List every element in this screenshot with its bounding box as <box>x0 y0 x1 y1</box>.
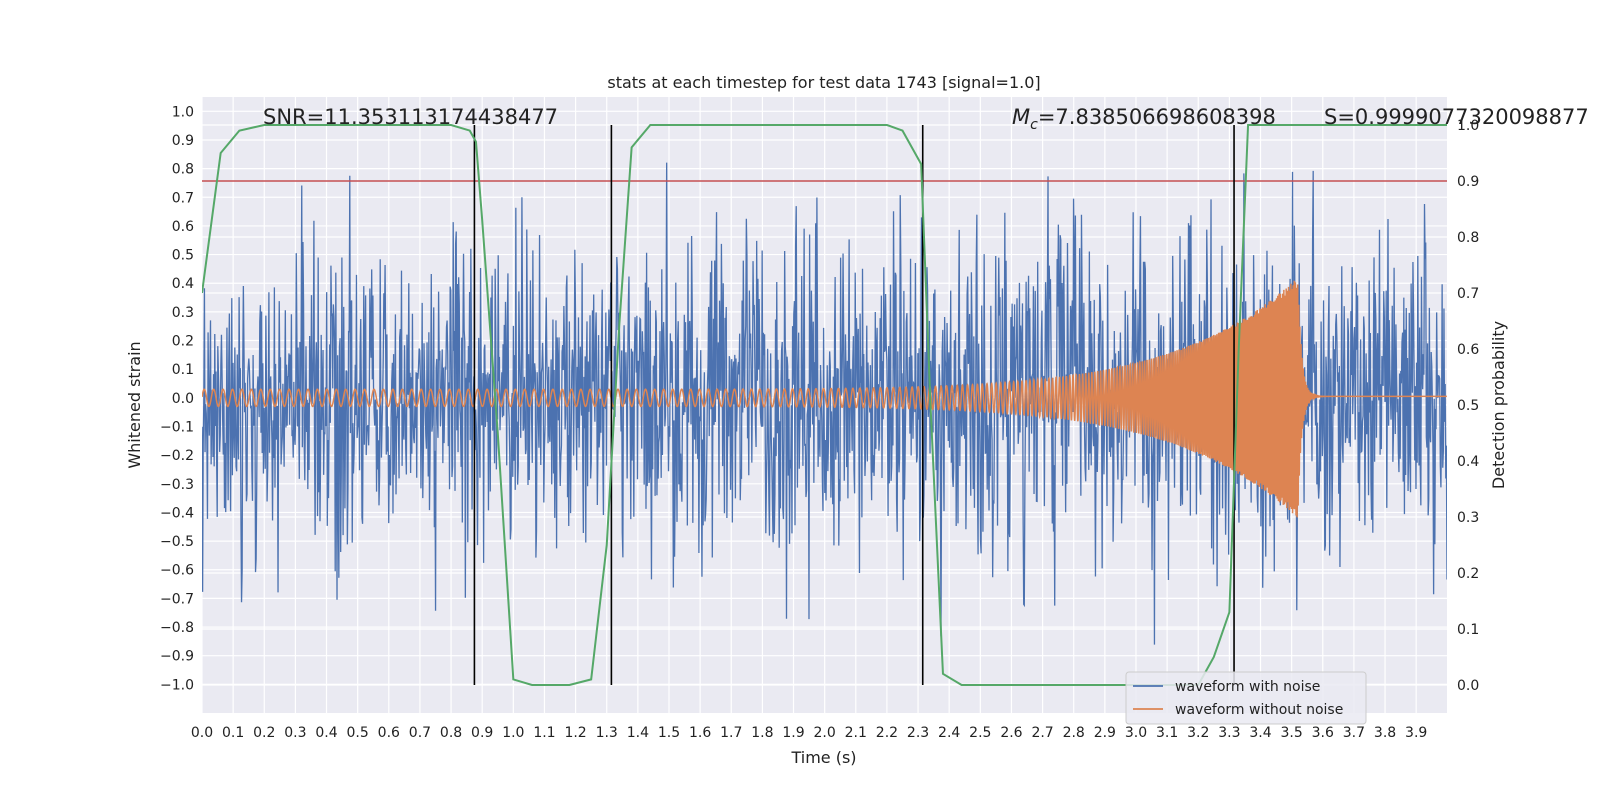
x-axis-label: Time (s) <box>790 748 856 767</box>
y-tick-label: −0.8 <box>160 620 194 636</box>
x-tick-label: 3.6 <box>1312 725 1334 741</box>
x-tick-label: 1.7 <box>720 725 742 741</box>
x-tick-label: 3.1 <box>1156 725 1178 741</box>
x-tick-label: 1.5 <box>658 725 680 741</box>
chirp-mass-annotation: Mc=7.838506698608398 <box>1012 105 1276 133</box>
y-tick-label: −1.0 <box>160 677 194 693</box>
chirp-mass-value: =7.838506698608398 <box>1038 105 1276 129</box>
x-tick-label: 0.3 <box>284 725 306 741</box>
x-tick-label: 1.8 <box>751 725 773 741</box>
x-tick-label: 1.0 <box>502 725 524 741</box>
x-tick-label: 0.0 <box>191 725 213 741</box>
y2-tick-label: 0.0 <box>1457 678 1479 694</box>
x-tick-label: 0.1 <box>222 725 244 741</box>
y2-tick-label: 0.4 <box>1457 454 1479 470</box>
y-tick-label: −0.7 <box>160 591 194 607</box>
legend-label-clean: waveform without noise <box>1175 702 1343 718</box>
y-tick-label: −0.5 <box>160 534 194 550</box>
x-tick-label: 2.8 <box>1063 725 1085 741</box>
y-tick-label: −0.2 <box>160 448 194 464</box>
x-tick-label: 2.6 <box>1000 725 1022 741</box>
x-tick-label: 1.9 <box>782 725 804 741</box>
y2-tick-label: 0.5 <box>1457 398 1479 414</box>
chirp-mass-subscript: c <box>1030 117 1038 133</box>
y-tick-label: 0.7 <box>172 190 194 206</box>
x-tick-label: 3.7 <box>1343 725 1365 741</box>
y2-tick-label: 0.8 <box>1457 230 1479 246</box>
y-tick-label: 0.9 <box>172 133 194 149</box>
x-tick-label: 3.0 <box>1125 725 1147 741</box>
x-tick-label: 2.0 <box>814 725 836 741</box>
x-tick-label: 1.2 <box>564 725 586 741</box>
series-detection-probability <box>202 124 1447 686</box>
x-tick-label: 0.4 <box>315 725 337 741</box>
y-tick-label: −0.1 <box>160 419 194 435</box>
x-tick-label: 3.3 <box>1218 725 1240 741</box>
x-tick-label: 1.4 <box>627 725 649 741</box>
y2-tick-label: 0.1 <box>1457 622 1479 638</box>
x-tick-label: 3.5 <box>1281 725 1303 741</box>
x-tick-label: 1.1 <box>533 725 555 741</box>
x-tick-label: 2.1 <box>845 725 867 741</box>
x-tick-label: 2.5 <box>969 725 991 741</box>
x-tick-label: 2.7 <box>1031 725 1053 741</box>
event-lines <box>473 125 1235 685</box>
legend: waveform with noise waveform without noi… <box>1125 671 1367 725</box>
y2-tick-label: 0.3 <box>1457 510 1479 526</box>
x-tick-label: 3.9 <box>1405 725 1427 741</box>
y-axis-label: Whitened strain <box>125 341 144 468</box>
y-tick-labels: −1.0 −0.9 −0.8 −0.7 −0.6 −0.5 −0.4 −0.3 −0.2 −0.1… <box>160 104 194 693</box>
x-tick-label: 3.2 <box>1187 725 1209 741</box>
y2-tick-label: 1.0 <box>1457 118 1479 134</box>
y-tick-label: −0.9 <box>160 649 194 665</box>
legend-label-noise: waveform with noise <box>1175 679 1320 695</box>
x-tick-label: 2.4 <box>938 725 960 741</box>
x-tick-label: 0.8 <box>440 725 462 741</box>
x-tick-label: 1.3 <box>596 725 618 741</box>
legend-box <box>1125 671 1367 725</box>
y2-axis-label: Detection probability <box>1489 321 1508 489</box>
y-tick-label: 0.8 <box>172 162 194 178</box>
x-tick-labels: 0.0 0.1 0.2 0.3 0.4 0.5 0.6 0.7 0.8 0.9 1.0 1.1 1.2 1… <box>191 725 1427 741</box>
snr-annotation: SNR=11.353113174438477 <box>263 105 558 129</box>
x-tick-label: 2.9 <box>1094 725 1116 741</box>
chirp-mass-symbol: M <box>1012 105 1030 129</box>
x-tick-label: 1.6 <box>689 725 711 741</box>
y-tick-label: 0.5 <box>172 248 194 264</box>
x-tick-label: 0.7 <box>409 725 431 741</box>
y2-tick-label: 0.6 <box>1457 342 1479 358</box>
x-tick-label: 2.2 <box>876 725 898 741</box>
x-tick-label: 0.2 <box>253 725 275 741</box>
y-tick-label: 0.0 <box>172 391 194 407</box>
y2-tick-labels: 0.0 0.1 0.2 0.3 0.4 0.5 0.6 0.7 0.8 0.9 1.0 <box>1457 118 1479 694</box>
y-tick-label: 1.0 <box>172 104 194 120</box>
x-tick-label: 2.3 <box>907 725 929 741</box>
y-tick-label: −0.4 <box>160 505 194 521</box>
chart-title: stats at each timestep for test data 174… <box>607 73 1040 92</box>
y-tick-label: 0.3 <box>172 305 194 321</box>
y-tick-label: 0.6 <box>172 219 194 235</box>
y2-tick-label: 0.2 <box>1457 566 1479 582</box>
y2-tick-label: 0.7 <box>1457 286 1479 302</box>
y-tick-label: 0.2 <box>172 334 194 350</box>
y-tick-label: −0.3 <box>160 477 194 493</box>
x-tick-label: 0.6 <box>378 725 400 741</box>
x-tick-label: 3.8 <box>1374 725 1396 741</box>
series-waveform-without-noise <box>202 280 1447 518</box>
x-tick-label: 3.4 <box>1249 725 1271 741</box>
y-tick-label: −0.6 <box>160 563 194 579</box>
y-tick-label: 0.1 <box>172 362 194 378</box>
x-tick-label: 0.9 <box>471 725 493 741</box>
y2-tick-label: 0.9 <box>1457 174 1479 190</box>
x-tick-label: 0.5 <box>347 725 369 741</box>
y-tick-label: 0.4 <box>172 276 194 292</box>
s-annotation: S=0.9999077320098877 <box>1324 105 1589 129</box>
